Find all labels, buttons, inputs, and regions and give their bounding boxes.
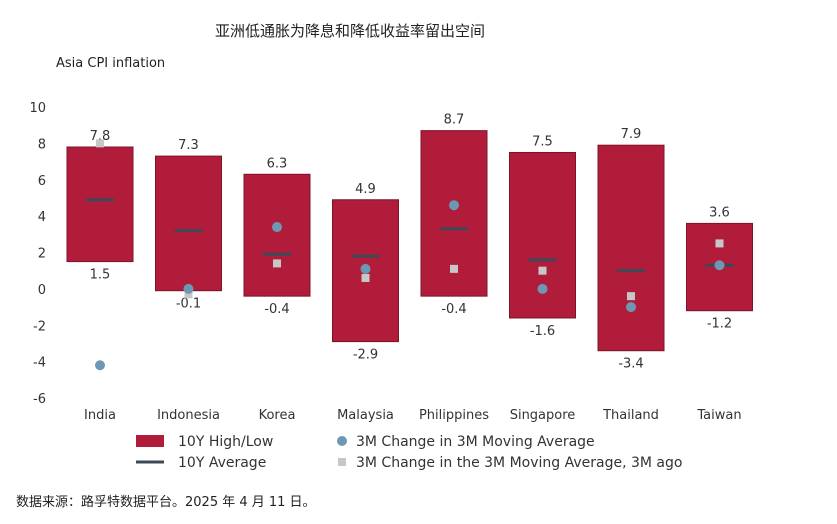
high-data-label: 7.5 bbox=[532, 134, 553, 149]
x-tick-label: Taiwan bbox=[696, 408, 741, 423]
average-tick bbox=[86, 198, 114, 202]
range-bar bbox=[66, 146, 134, 263]
average-tick bbox=[528, 258, 557, 262]
y-tick-label: 6 bbox=[38, 174, 46, 189]
y-tick-label: 2 bbox=[38, 247, 46, 262]
square-marker bbox=[273, 259, 281, 268]
low-data-label: -1.2 bbox=[707, 317, 732, 332]
high-data-label: 7.9 bbox=[621, 127, 642, 142]
low-data-label: -2.9 bbox=[353, 348, 378, 363]
x-tick-label: Malaysia bbox=[337, 408, 394, 423]
x-tick-label: Thailand bbox=[602, 408, 659, 423]
square-marker bbox=[450, 264, 458, 273]
legend-label: 3M Change in the 3M Moving Average, 3M a… bbox=[356, 455, 682, 471]
average-tick bbox=[440, 227, 468, 231]
high-data-label: 8.7 bbox=[444, 113, 465, 128]
square-marker bbox=[715, 239, 724, 248]
range-bar bbox=[597, 144, 665, 352]
low-data-label: -0.4 bbox=[264, 302, 289, 317]
chart-title: 亚洲低通胀为降息和降低收益率留出空间 bbox=[214, 22, 485, 40]
circle-marker bbox=[183, 283, 194, 294]
y-tick-label: -4 bbox=[33, 356, 46, 371]
square-marker bbox=[627, 292, 635, 301]
legend-swatch-circle bbox=[337, 436, 347, 446]
x-tick-label: Korea bbox=[259, 408, 296, 423]
y-tick-label: -6 bbox=[33, 392, 46, 407]
range-bar bbox=[243, 173, 311, 297]
circle-marker bbox=[626, 302, 636, 313]
circle-marker bbox=[449, 200, 459, 211]
legend-swatch-average bbox=[136, 460, 164, 464]
square-marker bbox=[361, 273, 370, 282]
y-tick-label: 8 bbox=[38, 137, 46, 152]
high-data-label: 3.6 bbox=[709, 205, 730, 220]
low-data-label: -3.4 bbox=[618, 357, 643, 372]
legend-swatch-range bbox=[136, 435, 164, 447]
range-bar bbox=[155, 155, 222, 292]
legend-label: 10Y Average bbox=[178, 455, 266, 471]
high-data-label: 7.8 bbox=[90, 129, 111, 144]
x-tick-label: India bbox=[84, 408, 116, 423]
y-tick-label: 10 bbox=[29, 101, 46, 116]
y-tick-label: 0 bbox=[38, 283, 46, 298]
low-data-label: -0.4 bbox=[441, 302, 466, 317]
low-data-label: 1.5 bbox=[90, 268, 111, 283]
average-tick bbox=[174, 229, 203, 233]
x-tick-label: Indonesia bbox=[157, 408, 220, 423]
high-data-label: 7.3 bbox=[178, 138, 199, 153]
y-axis-label: Asia CPI inflation bbox=[56, 56, 166, 71]
circle-marker bbox=[95, 360, 105, 371]
x-tick-label: Philippines bbox=[419, 408, 489, 423]
square-marker bbox=[538, 266, 547, 275]
circle-marker bbox=[537, 283, 548, 294]
circle-marker bbox=[714, 260, 725, 271]
average-tick bbox=[617, 269, 645, 273]
low-data-label: -1.6 bbox=[530, 324, 555, 339]
low-data-label: -0.1 bbox=[176, 297, 201, 312]
y-tick-label: -2 bbox=[33, 319, 46, 334]
y-tick-label: 4 bbox=[38, 210, 46, 225]
average-tick bbox=[351, 254, 380, 258]
legend-swatch-square bbox=[338, 458, 346, 466]
legend-label: 3M Change in 3M Moving Average bbox=[356, 434, 595, 450]
source-note: 数据来源：路孚特数据平台。2025 年 4 月 11 日。 bbox=[16, 495, 316, 510]
circle-marker bbox=[360, 263, 371, 274]
legend-label: 10Y High/Low bbox=[178, 434, 273, 450]
circle-marker bbox=[272, 222, 282, 233]
high-data-label: 6.3 bbox=[267, 156, 288, 171]
average-tick bbox=[263, 252, 291, 256]
square-marker bbox=[184, 290, 193, 299]
high-data-label: 4.9 bbox=[355, 182, 376, 197]
x-tick-label: Singapore bbox=[510, 408, 576, 423]
square-marker bbox=[96, 139, 104, 148]
